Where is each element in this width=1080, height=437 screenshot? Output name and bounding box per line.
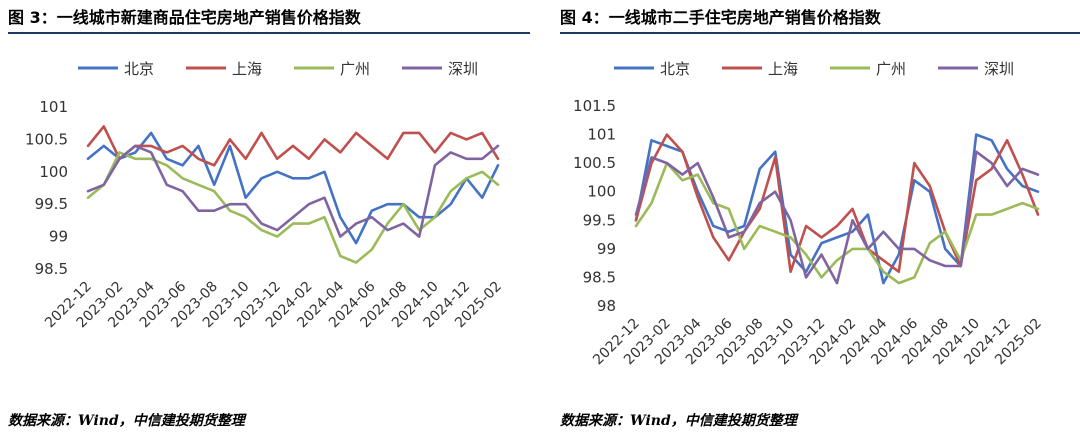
y-tick-label: 98.5: [35, 260, 68, 278]
legend-label: 深圳: [448, 60, 478, 78]
chart-title: 图 4：一线城市二手住宅房地产销售价格指数: [560, 8, 881, 27]
legend-label: 北京: [124, 60, 154, 78]
y-tick-label: 99.5: [583, 211, 616, 229]
line-chart-new-homes: 北京 上海 广州 深圳98.59999.5100100.51012022-122023…: [25, 60, 505, 331]
y-tick-label: 98: [597, 297, 616, 315]
y-tick-label: 100: [39, 163, 68, 181]
series-line: [634, 150, 1040, 285]
source-note: 数据来源：Wind，中信建投期货整理: [8, 413, 245, 429]
title-divider: [8, 32, 530, 34]
y-tick-label: 99: [49, 228, 68, 246]
y-tick-label: 99.5: [35, 195, 68, 213]
legend-label: 上海: [232, 60, 262, 78]
y-tick-label: 100.5: [25, 130, 68, 148]
y-tick-label: 101.5: [573, 97, 616, 115]
chart-panel-second-hand-homes: 图 4：一线城市二手住宅房地产销售价格指数 北京 上海 广州 深圳 98 98.5 99 99…: [552, 0, 1080, 437]
series-line: [86, 125, 500, 167]
series-line: [634, 161, 1040, 285]
legend-label: 广州: [876, 60, 906, 78]
series-line: [86, 144, 500, 238]
chart-title: 图 3：一线城市新建商品住宅房地产销售价格指数: [8, 8, 361, 27]
source-note: 数据来源：Wind，中信建投期货整理: [560, 413, 797, 429]
y-tick-label: 99: [597, 240, 616, 258]
y-tick-label: 101: [587, 126, 616, 144]
series-line: [86, 151, 500, 264]
series-line: [634, 133, 1040, 285]
y-tick-label: 100: [587, 183, 616, 201]
legend-label: 上海: [768, 60, 798, 78]
chart-panel-new-homes: 图 3：一线城市新建商品住宅房地产销售价格指数 北京 上海 广州 深圳 98.5 99 99…: [0, 0, 530, 437]
series-line: [634, 133, 1040, 273]
y-tick-label: 100.5: [573, 154, 616, 172]
legend-label: 深圳: [984, 60, 1014, 78]
line-chart-second-hand-homes: 北京 上海 广州 深圳9898.59999.5100100.5101101.52022…: [573, 60, 1045, 368]
y-tick-label: 101: [39, 98, 68, 116]
legend-label: 北京: [660, 60, 690, 78]
series-line: [86, 131, 500, 245]
title-divider: [560, 32, 1080, 34]
legend-label: 广州: [340, 60, 370, 78]
y-tick-label: 98.5: [583, 268, 616, 286]
